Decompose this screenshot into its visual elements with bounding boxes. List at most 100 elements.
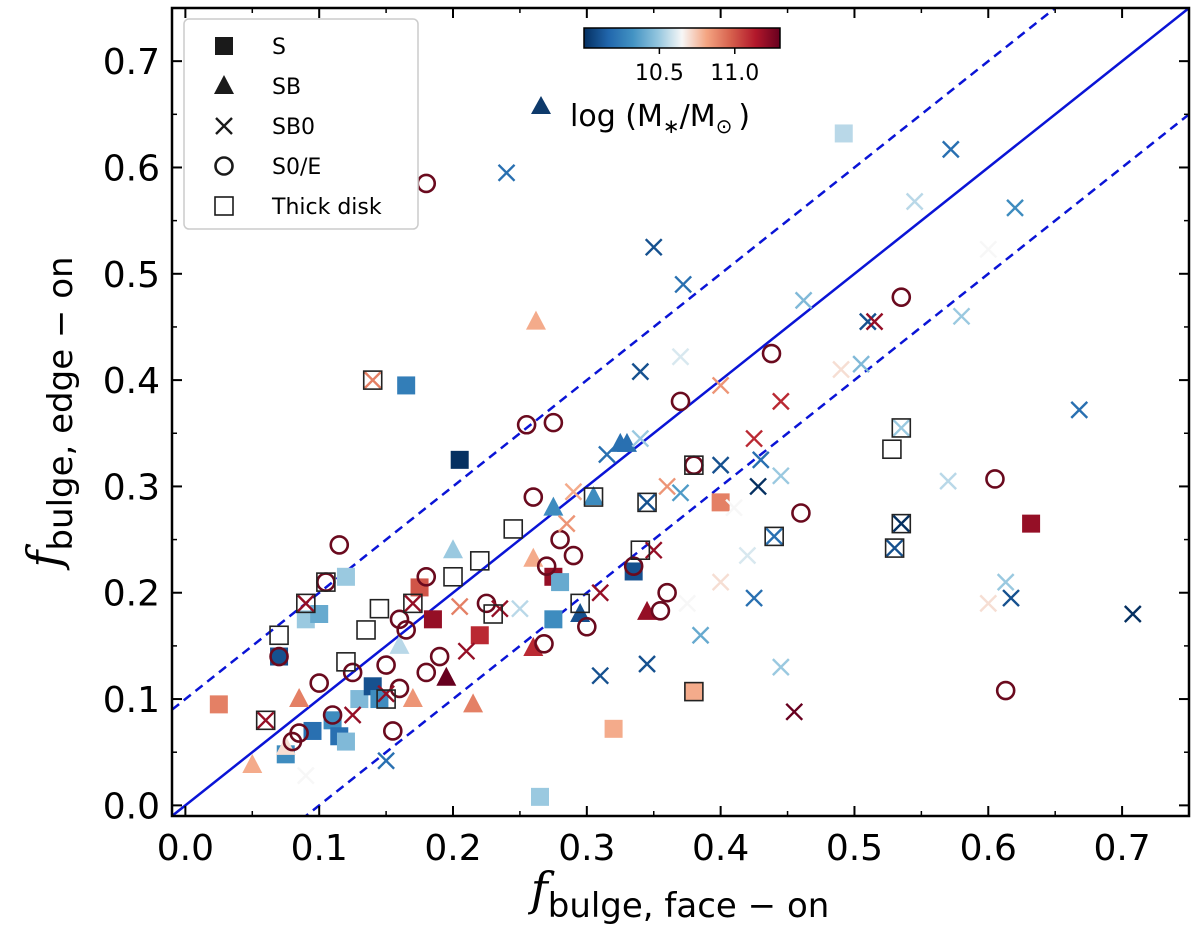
point-square-6 bbox=[270, 647, 289, 666]
point-x-154 bbox=[892, 514, 911, 533]
point-x-87 bbox=[564, 482, 583, 501]
point-x-95 bbox=[598, 445, 616, 464]
point-thick-91 bbox=[583, 487, 604, 507]
point-x-112 bbox=[658, 477, 676, 496]
point-thick-38 bbox=[376, 689, 396, 709]
point-x-162 bbox=[996, 573, 1015, 591]
point-x-156 bbox=[939, 472, 957, 490]
point-circle-71 bbox=[516, 414, 537, 435]
point-circle-86 bbox=[563, 545, 584, 566]
point-x-131 bbox=[749, 477, 767, 496]
reference-line-solid-0 bbox=[172, 8, 1189, 816]
point-x-128 bbox=[738, 546, 757, 565]
point-x-15 bbox=[296, 766, 315, 785]
point-x-142 bbox=[832, 360, 850, 379]
x-tick-label-6: 0.6 bbox=[960, 828, 1017, 869]
point-x-167 bbox=[1070, 401, 1089, 419]
point-circle-77 bbox=[534, 633, 554, 654]
point-x-48 bbox=[404, 594, 422, 613]
point-square-25 bbox=[336, 567, 355, 586]
point-triangle-1 bbox=[242, 753, 263, 773]
point-circle-111 bbox=[657, 582, 677, 603]
colorbar: 10.5 11.0 log (M∗/M⊙) bbox=[531, 27, 781, 138]
point-x-123 bbox=[711, 376, 730, 395]
point-x-139 bbox=[785, 702, 804, 721]
point-triangle-98 bbox=[616, 432, 637, 452]
point-triangle-11 bbox=[289, 688, 310, 708]
point-x-115 bbox=[671, 483, 690, 502]
point-circle-140 bbox=[791, 503, 811, 523]
point-square-63 bbox=[470, 626, 489, 645]
point-x-145 bbox=[858, 312, 877, 331]
y-tick-label-5: 0.5 bbox=[103, 255, 160, 296]
point-circle-65 bbox=[476, 593, 497, 614]
point-thick-147 bbox=[882, 439, 902, 460]
point-thick-118 bbox=[684, 455, 704, 475]
point-x-159 bbox=[979, 240, 998, 259]
point-square-121 bbox=[684, 682, 703, 701]
point-circle-113 bbox=[670, 391, 691, 412]
y-tick-label-3: 0.3 bbox=[103, 467, 160, 508]
point-circle-10 bbox=[289, 723, 309, 743]
point-thick-64 bbox=[469, 551, 490, 571]
x-tick-label-1: 0.1 bbox=[291, 828, 348, 869]
legend: S SB SB0 S0/E Thick disk bbox=[183, 18, 419, 230]
point-circle-51 bbox=[416, 173, 437, 194]
point-triangle-49 bbox=[402, 688, 423, 708]
point-x-122 bbox=[691, 626, 710, 645]
legend-label-3: S0/E bbox=[272, 155, 321, 180]
point-circle-79 bbox=[543, 412, 564, 433]
legend-marker-triangle bbox=[214, 75, 234, 94]
point-x-164 bbox=[1002, 589, 1020, 607]
point-x-152 bbox=[892, 419, 911, 437]
point-circle-55 bbox=[429, 646, 450, 667]
point-circle-150 bbox=[891, 287, 912, 307]
point-square-96 bbox=[604, 719, 623, 738]
point-circle-40 bbox=[376, 655, 396, 675]
point-circle-83 bbox=[550, 529, 570, 550]
point-thick-31 bbox=[356, 620, 376, 640]
y-axis-label: fbulge, edge − on bbox=[17, 256, 81, 570]
point-x-85 bbox=[557, 514, 576, 533]
point-square-26 bbox=[336, 732, 355, 751]
point-thick-69 bbox=[503, 519, 524, 539]
colorbar-gradient bbox=[583, 27, 781, 49]
point-x-108 bbox=[644, 238, 663, 257]
axis-ticks bbox=[172, 7, 1190, 816]
point-x-60 bbox=[450, 597, 469, 616]
point-x-132 bbox=[751, 450, 770, 469]
point-triangle-73 bbox=[523, 547, 544, 567]
legend-label-4: Thick disk bbox=[271, 195, 382, 220]
point-x-109 bbox=[644, 541, 663, 560]
plot-frame bbox=[170, 6, 1191, 818]
point-square-54 bbox=[423, 610, 442, 629]
x-tick-label-2: 0.2 bbox=[424, 828, 481, 869]
point-x-39 bbox=[377, 751, 395, 770]
point-triangle-75 bbox=[525, 310, 546, 330]
point-x-2 bbox=[256, 711, 275, 730]
legend-marker-circle bbox=[214, 156, 234, 176]
point-thick-57 bbox=[443, 566, 463, 587]
point-circle-110 bbox=[650, 601, 671, 621]
point-x-149 bbox=[885, 539, 904, 557]
point-x-114 bbox=[671, 347, 690, 366]
legend-marker-x bbox=[215, 117, 233, 135]
point-circle-28 bbox=[342, 662, 363, 683]
point-square-100 bbox=[624, 562, 643, 581]
point-x-13 bbox=[296, 594, 315, 613]
point-square-59 bbox=[450, 450, 469, 469]
point-circle-72 bbox=[523, 487, 544, 507]
legend-box bbox=[183, 18, 419, 230]
y-tick-label-0: 0.0 bbox=[103, 786, 160, 827]
colorbar-triangle-marker bbox=[531, 96, 551, 114]
point-x-137 bbox=[772, 466, 790, 485]
x-tick-label-3: 0.3 bbox=[558, 828, 615, 869]
point-x-33 bbox=[363, 371, 382, 389]
point-thick-35 bbox=[369, 598, 390, 619]
point-square-124 bbox=[711, 493, 730, 512]
point-square-166 bbox=[1022, 514, 1041, 533]
point-x-29 bbox=[343, 706, 362, 724]
point-x-130 bbox=[745, 589, 763, 607]
point-x-68 bbox=[497, 163, 516, 182]
